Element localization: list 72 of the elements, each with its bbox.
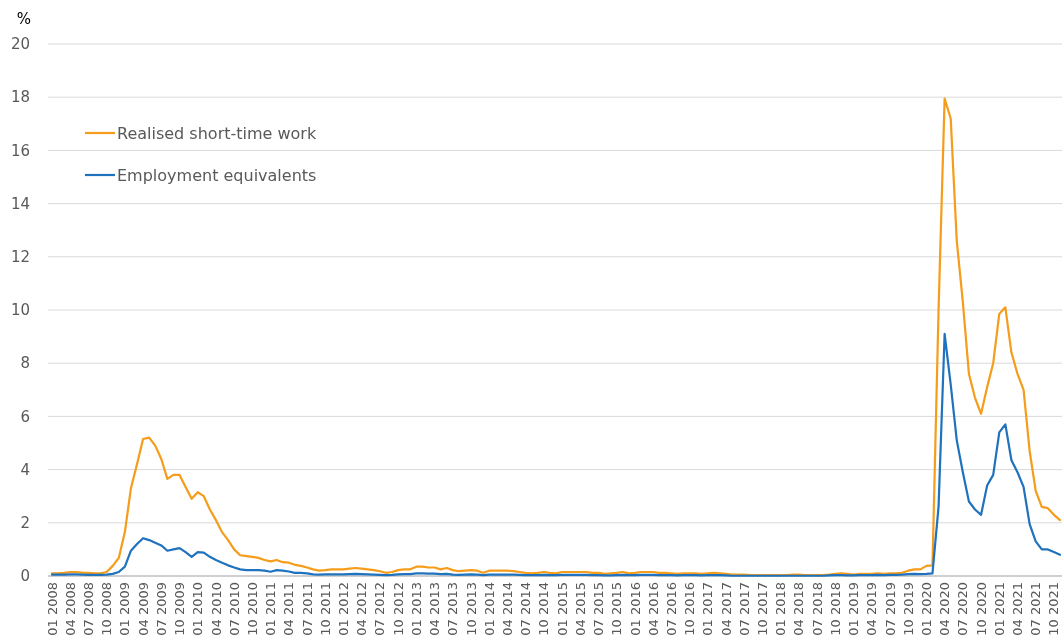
x-tick-label: 10 2017 — [755, 582, 771, 636]
x-tick-label: 01 2014 — [481, 582, 497, 636]
x-tick-label: 07 2015 — [591, 582, 607, 636]
x-tick-label: 01 2012 — [336, 582, 352, 636]
y-tick-label: 14 — [10, 194, 30, 213]
x-tick-label: 10 2009 — [172, 582, 188, 636]
x-tick-label: 04 2011 — [281, 582, 297, 636]
x-tick-label: 04 2021 — [1010, 582, 1026, 636]
x-tick-label: 01 2020 — [918, 582, 934, 636]
x-tick-label: 10 2013 — [463, 582, 479, 636]
x-tick-label: 04 2014 — [499, 582, 515, 636]
x-tick-label: 07 2018 — [809, 582, 825, 636]
x-tick-label: 10 2008 — [99, 582, 115, 636]
y-tick-label: 16 — [10, 141, 30, 160]
x-tick-label: 01 2015 — [554, 582, 570, 636]
x-tick-label: 10 2020 — [973, 582, 989, 636]
legend-label: Employment equivalents — [117, 165, 317, 185]
x-tick-label: 04 2010 — [208, 582, 224, 636]
x-tick-label: 01 2009 — [117, 582, 133, 636]
x-tick-label: 07 2013 — [445, 582, 461, 636]
x-tick-label: 04 2009 — [135, 582, 151, 636]
x-tick-label: 01 2013 — [408, 582, 424, 636]
y-tick-label: 4 — [20, 460, 30, 479]
y-tick-label: 12 — [10, 248, 30, 267]
x-tick-label: 04 2013 — [427, 582, 443, 636]
x-tick-label: 07 2020 — [955, 582, 971, 636]
x-tick-label: 04 2008 — [62, 582, 78, 636]
x-tick-label: 10 2015 — [609, 582, 625, 636]
x-tick-label: 10 2011 — [317, 582, 333, 636]
y-tick-label: 18 — [10, 88, 30, 107]
x-tick-label: 04 2019 — [864, 582, 880, 636]
x-tick-label: 07 2008 — [80, 582, 96, 636]
y-tick-label: 10 — [10, 301, 30, 320]
x-tick-label: 01 2008 — [44, 582, 60, 636]
x-tick-label: 07 2014 — [518, 582, 534, 636]
x-tick-label: 01 2017 — [700, 582, 716, 636]
x-tick-label: 10 2016 — [682, 582, 698, 636]
x-tick-label: 07 2017 — [736, 582, 752, 636]
y-tick-label: 20 — [10, 35, 30, 54]
x-tick-label: 10 2014 — [536, 582, 552, 636]
x-tick-label: 10 2018 — [827, 582, 843, 636]
x-tick-label: 07 2010 — [226, 582, 242, 636]
x-tick-label: 04 2016 — [645, 582, 661, 636]
x-tick-label: 07 2012 — [372, 582, 388, 636]
x-tick-label: 04 2017 — [718, 582, 734, 636]
x-tick-label: 10 2012 — [390, 582, 406, 636]
x-tick-label: 04 2015 — [572, 582, 588, 636]
y-tick-label: 2 — [20, 514, 30, 533]
x-tick-label: 10 2021 — [1046, 582, 1062, 636]
x-tick-label: 10 2010 — [244, 582, 260, 636]
x-tick-label: 04 2020 — [937, 582, 953, 636]
line-series — [50, 97, 1062, 577]
x-tick-label: 07 2021 — [1028, 582, 1044, 636]
y-axis-title: % — [16, 10, 32, 28]
legend-label: Realised short-time work — [117, 123, 317, 143]
y-tick-label: 0 — [20, 567, 30, 586]
x-tick-label: 01 2021 — [991, 582, 1007, 636]
x-tick-label: 01 2010 — [190, 582, 206, 636]
x-tick-label: 07 2011 — [299, 582, 315, 636]
x-tick-label: 01 2018 — [773, 582, 789, 636]
x-tick-label: 07 2009 — [153, 582, 169, 636]
x-tick-label: 01 2019 — [846, 582, 862, 636]
line-series — [50, 332, 1062, 577]
x-tick-label: 04 2018 — [791, 582, 807, 636]
x-tick-label: 07 2016 — [663, 582, 679, 636]
x-tick-label: 04 2012 — [354, 582, 370, 636]
x-tick-label: 07 2019 — [882, 582, 898, 636]
x-tick-label: 01 2016 — [627, 582, 643, 636]
y-tick-label: 8 — [20, 354, 30, 373]
x-tick-label: 01 2011 — [263, 582, 279, 636]
x-tick-label: 10 2019 — [900, 582, 916, 636]
y-tick-label: 6 — [20, 407, 30, 426]
